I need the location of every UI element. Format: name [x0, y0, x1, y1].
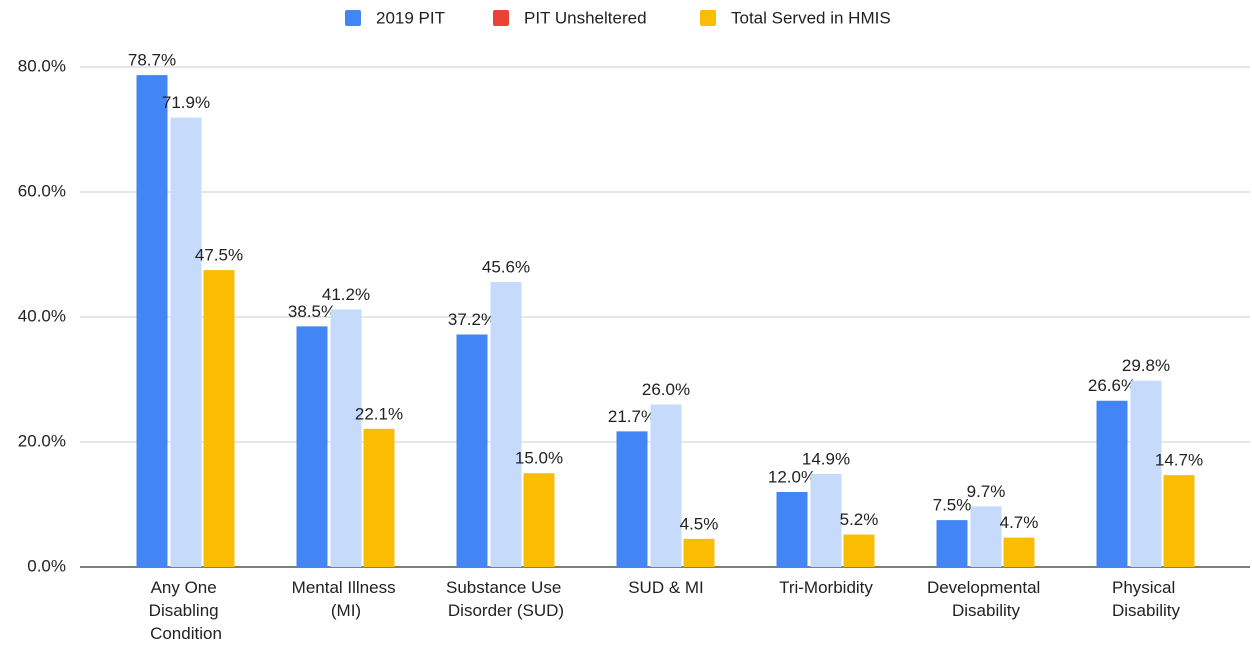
bar — [456, 334, 488, 567]
y-tick-label: 80.0% — [18, 56, 66, 75]
x-tick-label: Physical Disability — [1112, 578, 1181, 620]
x-tick-line: Disabling — [149, 601, 224, 620]
x-tick-label: Substance Use Disorder (SUD) — [446, 578, 566, 620]
x-tick-label: Any One Disabling Condition — [149, 578, 224, 643]
x-tick-line: Tri-Morbidity — [779, 578, 873, 597]
bar — [683, 538, 715, 567]
legend-label: 2019 PIT — [376, 8, 445, 27]
bar — [170, 117, 202, 567]
bar — [1163, 475, 1195, 567]
x-tick-line: Disability — [1112, 601, 1181, 620]
bar — [936, 520, 968, 567]
value-label: 4.5% — [680, 514, 719, 533]
y-tick-label: 60.0% — [18, 181, 66, 200]
bar — [203, 270, 235, 567]
y-tick-label: 20.0% — [18, 431, 66, 450]
bar — [970, 506, 1002, 567]
bar — [523, 473, 555, 567]
bar — [1096, 400, 1128, 567]
x-tick-line: Any One — [151, 578, 222, 597]
value-label: 12.0% — [768, 467, 816, 486]
value-label: 38.5% — [288, 302, 336, 321]
bar — [843, 534, 875, 567]
value-label: 5.2% — [840, 510, 879, 529]
bar — [1130, 380, 1162, 567]
y-tick-label: 0.0% — [27, 556, 66, 575]
value-label: 21.7% — [608, 407, 656, 426]
value-label: 14.9% — [802, 449, 850, 468]
value-label: 14.7% — [1155, 451, 1203, 470]
value-label: 22.1% — [355, 404, 403, 423]
bar — [810, 473, 842, 567]
legend-swatch — [700, 10, 716, 26]
x-tick-line: Disorder (SUD) — [448, 601, 564, 620]
bar — [296, 326, 328, 567]
legend-label: Total Served in HMIS — [731, 8, 891, 27]
value-label: 26.0% — [642, 380, 690, 399]
x-tick-label: Mental Illness (MI) — [292, 578, 401, 620]
bar — [616, 431, 648, 567]
legend-swatch — [493, 10, 509, 26]
x-tick-line: Developmental — [927, 578, 1045, 597]
value-label: 9.7% — [967, 482, 1006, 501]
value-label: 7.5% — [933, 496, 972, 515]
x-tick-label: Tri-Morbidity — [779, 578, 873, 597]
x-tick-line: Physical — [1112, 578, 1180, 597]
x-tick-line: SUD & MI — [628, 578, 704, 597]
x-tick-label: SUD & MI — [628, 578, 704, 597]
bar — [650, 404, 682, 567]
bar — [1003, 537, 1035, 567]
bar — [136, 75, 168, 567]
legend-label: PIT Unsheltered — [524, 8, 647, 27]
value-label: 47.5% — [195, 246, 243, 265]
value-label: 26.6% — [1088, 376, 1136, 395]
legend-swatch — [345, 10, 361, 26]
x-tick-line: Disability — [952, 601, 1021, 620]
value-label: 37.2% — [448, 310, 496, 329]
value-label: 4.7% — [1000, 513, 1039, 532]
value-label: 78.7% — [128, 51, 176, 70]
value-label: 29.8% — [1122, 356, 1170, 375]
x-tick-label: Developmental Disability — [927, 578, 1045, 620]
y-tick-label: 40.0% — [18, 306, 66, 325]
x-tick-line: Condition — [150, 624, 222, 643]
value-label: 45.6% — [482, 257, 530, 276]
bar — [776, 492, 808, 567]
bar — [490, 282, 522, 567]
x-tick-line: Substance Use — [446, 578, 566, 597]
x-tick-line: Mental Illness — [292, 578, 401, 597]
bar — [363, 428, 395, 567]
bar — [330, 309, 362, 567]
value-label: 71.9% — [162, 93, 210, 112]
value-label: 41.2% — [322, 285, 370, 304]
x-tick-line: (MI) — [331, 601, 361, 620]
value-label: 15.0% — [515, 449, 563, 468]
